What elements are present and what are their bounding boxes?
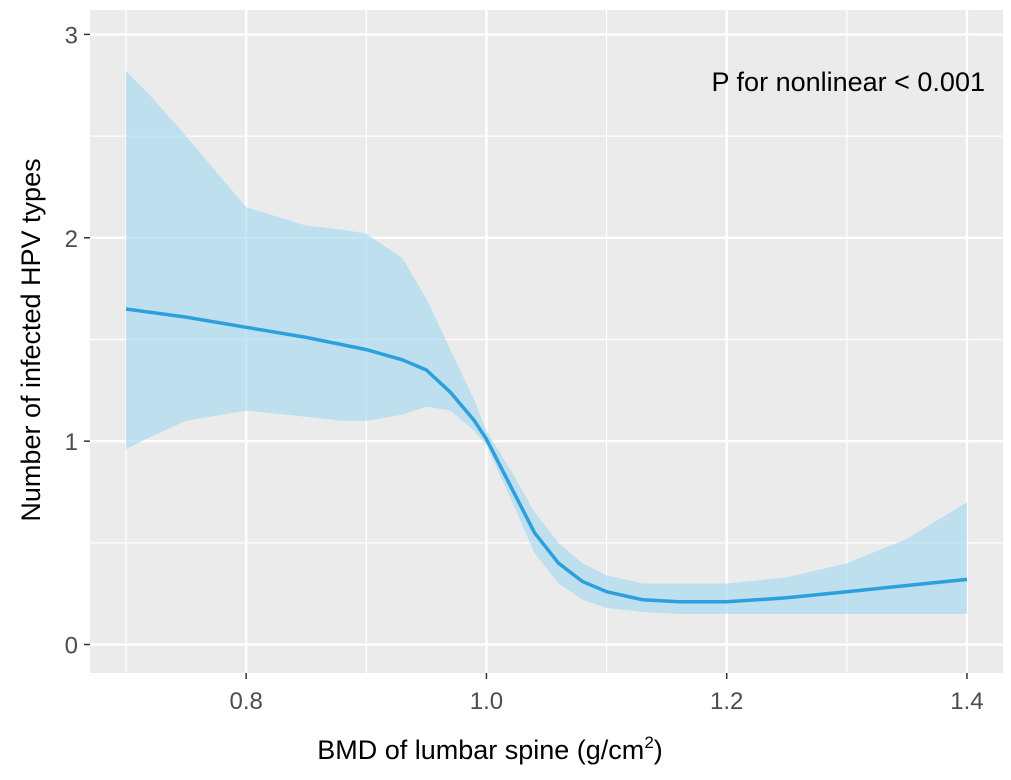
y-tick-label: 2 bbox=[65, 226, 78, 253]
x-tick-label: 1.0 bbox=[470, 688, 503, 715]
y-tick-label: 0 bbox=[65, 633, 78, 660]
x-tick-label: 0.8 bbox=[229, 688, 262, 715]
y-axis-title: Number of infected HPV types bbox=[16, 158, 46, 521]
x-axis-ticks: 0.8 1.0 1.2 1.4 bbox=[229, 673, 984, 715]
confidence-band bbox=[126, 71, 967, 614]
fitted-curve-line bbox=[125, 307, 968, 604]
y-axis-ticks: 0 1 2 3 bbox=[65, 22, 90, 660]
x-axis-title-main: BMD of lumbar spine (g/cm bbox=[317, 735, 644, 765]
x-axis-title-suffix: ) bbox=[654, 735, 663, 765]
x-tick-label: 1.2 bbox=[710, 688, 743, 715]
x-axis-title: BMD of lumbar spine (g/cm2) bbox=[317, 733, 663, 765]
x-tick-label: 1.4 bbox=[950, 688, 983, 715]
annotation-p-value: P for nonlinear < 0.001 bbox=[712, 67, 985, 97]
y-tick-label: 1 bbox=[65, 429, 78, 456]
x-axis-title-superscript: 2 bbox=[644, 733, 653, 752]
y-tick-label: 3 bbox=[65, 22, 78, 49]
